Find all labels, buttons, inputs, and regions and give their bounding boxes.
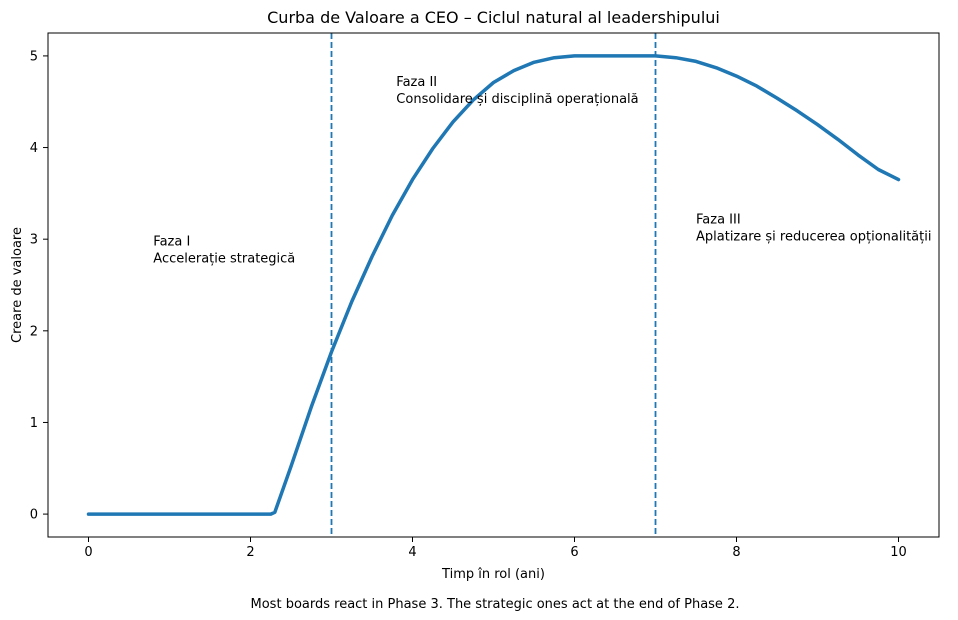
series-line-1 <box>86 54 901 516</box>
axes-frame <box>47 32 940 538</box>
x-axis-label: Timp în rol (ani) <box>441 567 545 582</box>
x-tick-label: 8 <box>732 545 740 560</box>
y-tick-label: 3 <box>30 233 38 248</box>
x-tick-label: 4 <box>408 545 416 560</box>
phase-label-2: Faza II <box>396 75 437 90</box>
x-tick-label: 2 <box>246 545 254 560</box>
y-tick-label: 5 <box>30 49 38 64</box>
plot-area <box>86 33 901 537</box>
phase-description-2: Consolidare și disciplină operațională <box>396 92 638 107</box>
y-tick-label: 2 <box>30 324 38 339</box>
phase-description-1: Accelerație strategică <box>153 252 295 267</box>
x-tick-label: 10 <box>890 545 907 560</box>
y-tick-label: 1 <box>30 416 38 431</box>
y-tick-label: 0 <box>30 508 38 523</box>
x-tick-label: 0 <box>84 545 92 560</box>
y-axis-label: Creare de valoare <box>10 227 25 343</box>
x-tick-label: 6 <box>570 545 578 560</box>
phase-label-3: Faza III <box>696 213 741 228</box>
chart-title: Curba de Valoare a CEO – Ciclul natural … <box>267 8 720 27</box>
y-tick-label: 4 <box>30 141 38 156</box>
chart-caption: Most boards react in Phase 3. The strate… <box>251 597 740 612</box>
phase-description-3: Aplatizare și reducerea opționalității <box>696 230 931 245</box>
axis-ticks: 0 2 4 6 8 10 0 1 2 3 4 5 <box>30 49 907 560</box>
annotations: Faza I Accelerație strategică Faza II Conso… <box>153 75 931 266</box>
phase-label-1: Faza I <box>153 235 190 250</box>
